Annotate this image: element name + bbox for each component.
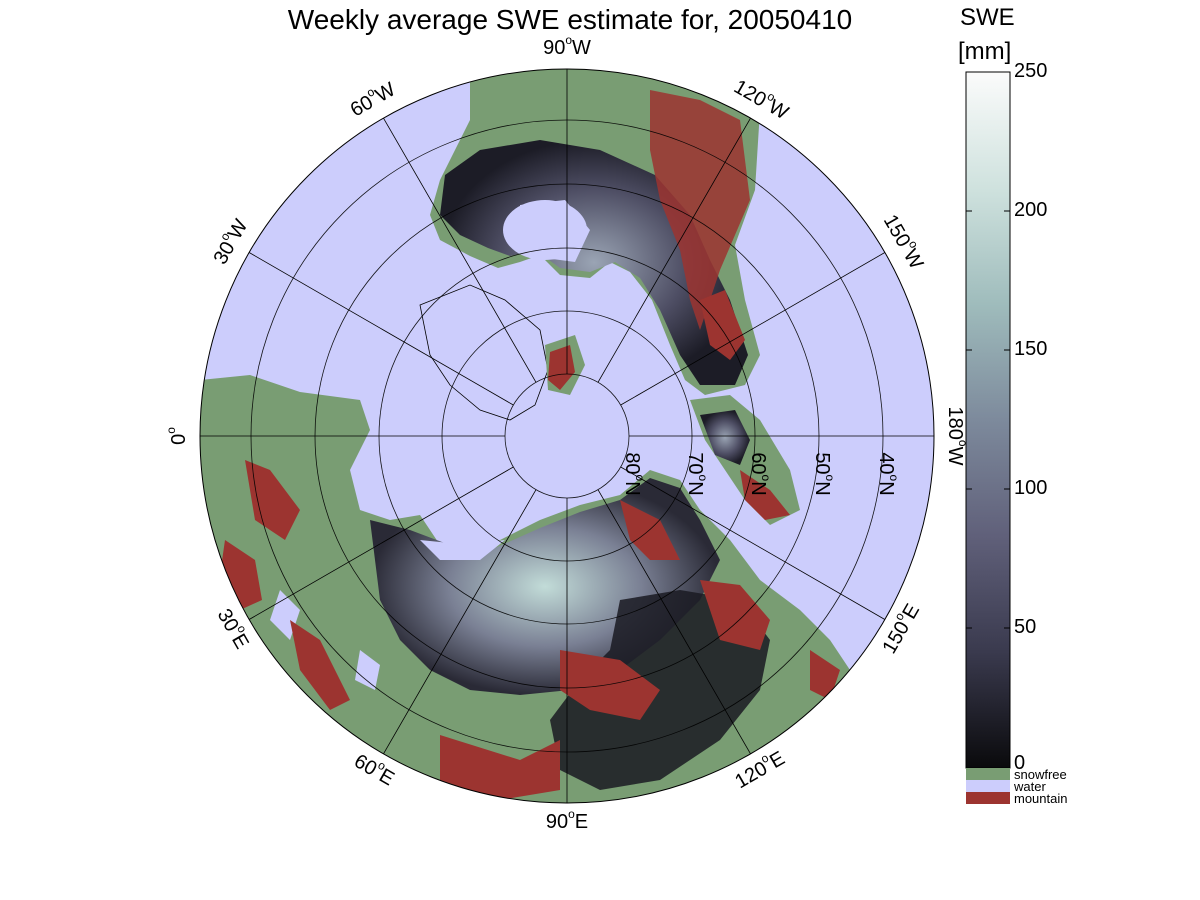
mountain-patches (220, 90, 840, 800)
longitude-label: 90oW (543, 33, 591, 59)
colorbar-water-label: water (1014, 779, 1046, 794)
colorbar-gradient (965, 71, 1011, 769)
meridian-line (383, 489, 537, 755)
colorbar-tick-label: 200 (1014, 199, 1048, 221)
latitude-label: 40oN (875, 452, 901, 495)
colorbar-tick-label: 100 (1014, 477, 1048, 499)
meridian-line (248, 466, 514, 620)
latitude-label: 70oN (684, 452, 710, 495)
colorbar-title-line2: [mm] (958, 38, 1012, 65)
meridian-line (597, 489, 751, 755)
latitude-label: 50oN (811, 452, 837, 495)
meridian-line (597, 117, 751, 383)
colorbar-title-line1: SWE (960, 4, 1015, 31)
colorbar-tick-label: 250 (1014, 60, 1048, 82)
colorbar-mountain-label: mountain (1014, 791, 1068, 806)
colorbar-tick-marks (966, 71, 1010, 629)
colorbar-snowfree-label: snowfree (1014, 767, 1067, 782)
latitude-label: 80oN (621, 452, 647, 495)
longitude-label: 0o (164, 427, 190, 445)
longitude-label: 180oW (944, 407, 970, 466)
colorbar-tick-label: 0 (1014, 752, 1026, 774)
longitude-label: 90oE (546, 807, 588, 833)
colorbar-mountain-swatch (966, 792, 1010, 804)
meridian-line (248, 252, 514, 406)
latitude-label: 60oN (747, 452, 773, 495)
meridian-line (620, 252, 886, 406)
hudson-bay (520, 200, 590, 262)
meridian-line (383, 117, 537, 383)
meridian-line (620, 466, 886, 620)
colorbar-tick-label: 50 (1014, 616, 1037, 638)
colorbar-water-swatch (966, 780, 1010, 792)
colorbar-tick-label: 150 (1014, 338, 1048, 360)
colorbar-snowfree-swatch (966, 768, 1010, 780)
meridians (200, 69, 934, 803)
latitude-labels: 80oN 70oN 60oN 50oN 40oN (621, 452, 901, 495)
map-title: Weekly average SWE estimate for, 2005041… (287, 4, 853, 35)
